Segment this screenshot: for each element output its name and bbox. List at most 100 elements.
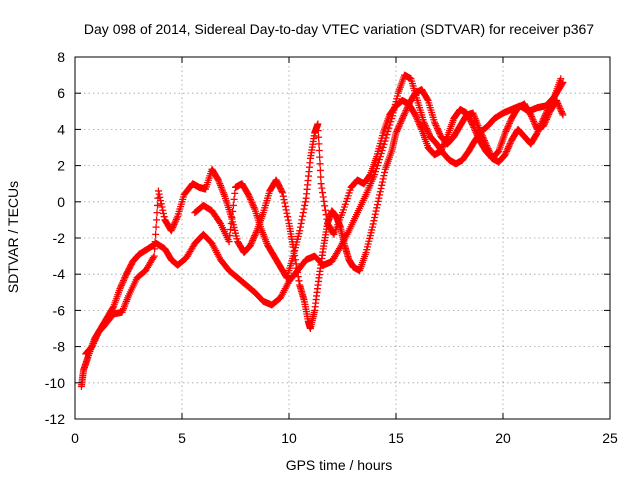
data-point	[537, 121, 545, 129]
data-point	[558, 109, 566, 117]
y-tick-label: -4	[53, 266, 66, 282]
data-point	[528, 114, 536, 122]
data-point	[372, 207, 380, 215]
data-point	[214, 175, 222, 183]
data-point	[294, 268, 302, 276]
data-point	[473, 131, 481, 139]
data-point	[251, 232, 259, 240]
data-point	[157, 197, 165, 205]
data-point	[317, 180, 325, 188]
data-point	[296, 227, 304, 235]
data-point	[154, 201, 162, 209]
data-point	[376, 191, 384, 199]
data-point	[159, 206, 167, 214]
data-point	[229, 207, 237, 215]
data-points	[77, 71, 567, 390]
data-point	[154, 187, 162, 195]
data-point	[246, 195, 254, 203]
data-point	[299, 209, 307, 217]
y-tick-label: -12	[45, 411, 65, 427]
data-point	[540, 115, 548, 123]
data-point	[440, 141, 448, 149]
data-point	[433, 125, 441, 133]
data-point	[436, 129, 444, 137]
data-point	[501, 151, 509, 159]
x-tick-labels: 0 5 10 15 20 25	[71, 430, 618, 446]
data-point	[469, 122, 477, 130]
data-point	[374, 197, 382, 205]
data-point	[538, 119, 546, 127]
data-point	[230, 195, 238, 203]
data-point	[530, 117, 538, 125]
data-point	[249, 235, 257, 243]
data-point	[250, 233, 258, 241]
y-tick-label: 6	[57, 85, 65, 101]
data-point	[283, 209, 291, 217]
data-point	[280, 196, 288, 204]
data-point	[543, 106, 551, 114]
data-point	[538, 118, 546, 126]
data-point	[314, 120, 322, 128]
data-point	[152, 230, 160, 238]
data-point	[168, 225, 176, 233]
data-point	[544, 105, 552, 113]
data-point	[368, 223, 376, 231]
data-point	[503, 148, 511, 156]
data-point	[527, 111, 535, 119]
data-point	[423, 125, 431, 133]
data-point	[503, 124, 511, 132]
data-point	[316, 153, 324, 161]
data-point	[153, 209, 161, 217]
data-point	[470, 123, 478, 131]
data-point	[398, 115, 406, 123]
data-point	[158, 203, 166, 211]
data-point	[294, 273, 302, 281]
data-point	[416, 121, 424, 129]
data-point	[396, 121, 404, 129]
y-tick-label: 0	[57, 194, 65, 210]
data-point	[248, 199, 256, 207]
data-point	[533, 129, 541, 137]
data-point	[293, 264, 301, 272]
data-point	[121, 273, 129, 281]
data-point	[371, 213, 379, 221]
data-point	[314, 127, 322, 135]
data-point	[401, 110, 409, 118]
data-point	[300, 205, 308, 213]
data-point	[152, 223, 160, 231]
data-point	[244, 191, 252, 199]
data-point	[555, 101, 563, 109]
data-point	[282, 273, 290, 281]
data-point	[318, 184, 326, 192]
data-point	[93, 331, 101, 339]
data-point	[117, 281, 125, 289]
data-point	[529, 116, 537, 124]
data-point	[372, 168, 380, 176]
data-point	[422, 123, 430, 131]
data-point	[543, 108, 551, 116]
data-point	[250, 203, 258, 211]
data-point	[116, 285, 124, 293]
data-point	[301, 201, 309, 209]
data-point	[540, 113, 548, 121]
data-point	[229, 201, 237, 209]
y-tick-label: -10	[45, 375, 65, 391]
data-point	[315, 140, 323, 148]
data-point	[503, 126, 511, 134]
data-point	[319, 189, 327, 197]
data-point	[171, 219, 179, 227]
data-point	[415, 119, 423, 127]
data-point	[173, 214, 181, 222]
data-point	[380, 172, 388, 180]
data-point	[248, 238, 256, 246]
data-point	[160, 213, 168, 221]
data-point	[377, 185, 385, 193]
data-point	[92, 335, 100, 343]
data-point	[323, 215, 331, 223]
data-point	[169, 222, 177, 230]
data-point	[92, 333, 100, 341]
data-point	[117, 283, 125, 291]
y-tick-label: -8	[53, 339, 66, 355]
data-point	[157, 200, 165, 208]
